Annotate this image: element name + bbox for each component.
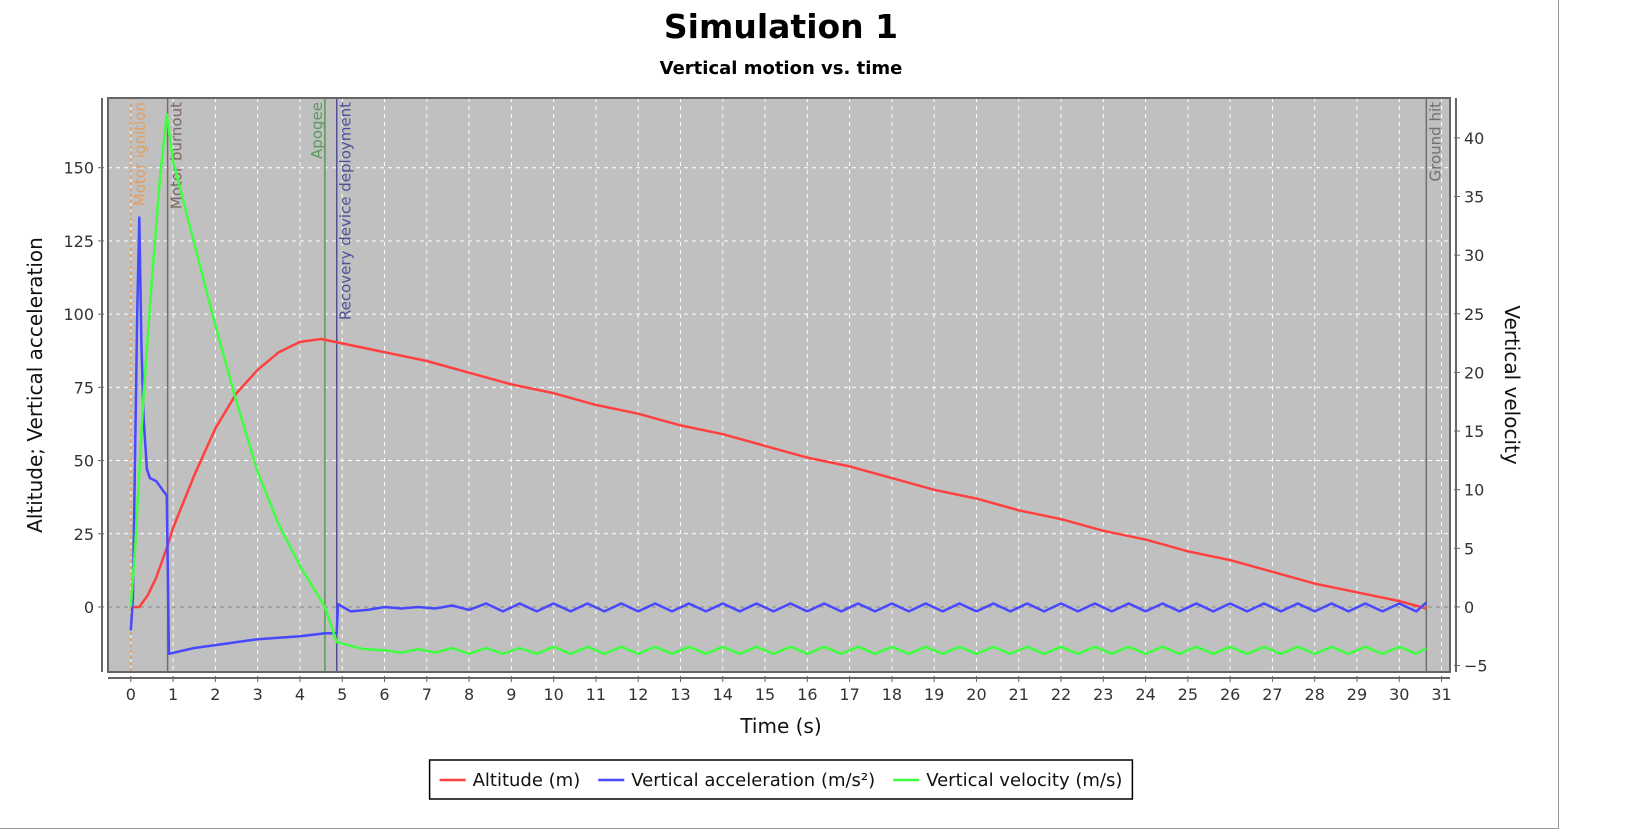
x-tick-label: 6	[379, 685, 389, 704]
x-tick-label: 20	[966, 685, 986, 704]
plot-area	[108, 98, 1450, 672]
x-tick-label: 13	[670, 685, 690, 704]
x-tick-label: 10	[543, 685, 563, 704]
x-tick-label: 24	[1135, 685, 1155, 704]
event-label: Ground hit	[1426, 102, 1444, 182]
legend: Altitude (m) Vertical acceleration (m/s²)…	[428, 759, 1134, 800]
y-left-tick-label: 25	[74, 525, 94, 544]
x-tick-label: 8	[464, 685, 474, 704]
x-tick-label: 21	[1009, 685, 1029, 704]
y-right-tick-label: 15	[1464, 422, 1484, 441]
y-right-tick-label: 0	[1464, 598, 1474, 617]
x-tick-label: 25	[1178, 685, 1198, 704]
x-tick-label: 16	[797, 685, 817, 704]
series-lines	[129, 113, 1428, 656]
event-markers: Motor ignition Motor burnout Apogee Recover…	[130, 98, 1444, 672]
legend-item-label: Vertical acceleration (m/s²)	[631, 770, 875, 791]
y-right-tick-label: 40	[1464, 129, 1484, 148]
legend-item-label: Altitude (m)	[473, 770, 581, 791]
x-tick-label: 2	[210, 685, 220, 704]
y-left-tick-label: 50	[74, 452, 94, 471]
x-tick-label: 23	[1093, 685, 1113, 704]
x-tick-label: 11	[586, 685, 606, 704]
x-tick-label: 26	[1220, 685, 1240, 704]
x-tick-label: 27	[1262, 685, 1282, 704]
y-left-tick-label: 125	[63, 232, 94, 251]
event-label: Motor burnout	[168, 102, 186, 209]
y-left-axis-label: Altitude; Vertical acceleration	[23, 237, 47, 533]
chart-title: Simulation 1	[664, 7, 898, 46]
event-label: Apogee	[308, 102, 326, 159]
chart-frame	[0, 0, 1559, 829]
legend-item-label: Vertical velocity (m/s)	[926, 770, 1122, 791]
legend-box	[428, 759, 1134, 800]
x-tick-label: 7	[422, 685, 432, 704]
x-tick-label: 12	[628, 685, 648, 704]
y-left-tick-label: 75	[74, 378, 94, 397]
series-line-vertical-acceleration	[129, 216, 1428, 656]
x-tick-label: 30	[1389, 685, 1409, 704]
x-tick-label: 22	[1051, 685, 1071, 704]
y-right-axis-label: Vertical velocity	[1500, 305, 1524, 465]
x-tick-label: 1	[168, 685, 178, 704]
x-tick-label: 3	[253, 685, 263, 704]
y-left-tick-label: 100	[63, 305, 94, 324]
event-label: Recovery device deployment	[337, 102, 355, 320]
y-right-tick-label: −5	[1464, 657, 1488, 676]
plot-border	[107, 97, 1451, 673]
y-right-tick-label: 20	[1464, 363, 1484, 382]
axes: 0 1 2 3 4 5 6 7 8 9 10 11 12 13 14 15 16 17 18 19 20 21 22 23 24…	[63, 98, 1488, 704]
x-tick-label: 4	[295, 685, 305, 704]
y-right-tick-label: 10	[1464, 481, 1484, 500]
x-tick-label: 19	[924, 685, 944, 704]
y-left-tick-label: 0	[84, 598, 94, 617]
x-tick-label: 14	[713, 685, 733, 704]
x-tick-label: 15	[755, 685, 775, 704]
x-tick-label: 0	[126, 685, 136, 704]
x-axis-label: Time (s)	[739, 714, 821, 738]
y-right-tick-label: 30	[1464, 246, 1484, 265]
x-tick-label: 28	[1305, 685, 1325, 704]
chart-subtitle: Vertical motion vs. time	[660, 58, 903, 79]
event-label: Motor ignition	[131, 102, 149, 206]
x-tick-label: 9	[506, 685, 516, 704]
x-tick-label: 17	[839, 685, 859, 704]
y-left-tick-label: 150	[63, 159, 94, 178]
x-tick-label: 31	[1431, 685, 1451, 704]
y-right-tick-label: 35	[1464, 188, 1484, 207]
series-line-vertical-velocity	[129, 113, 1427, 656]
y-right-tick-label: 25	[1464, 305, 1484, 324]
series-line-altitude	[130, 337, 1427, 610]
y-right-tick-label: 5	[1464, 539, 1474, 558]
x-tick-label: 29	[1347, 685, 1367, 704]
x-tick-label: 5	[337, 685, 347, 704]
x-tick-label: 18	[882, 685, 902, 704]
